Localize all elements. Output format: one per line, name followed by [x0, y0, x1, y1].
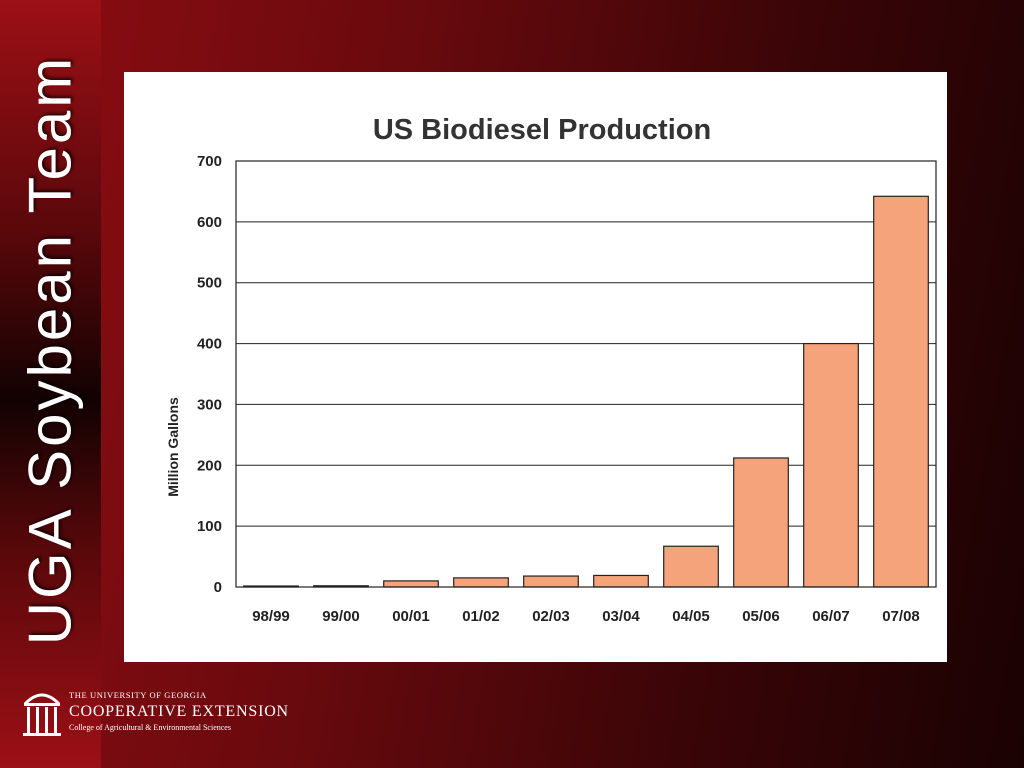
- y-tick-label: 0: [214, 579, 222, 596]
- y-axis-label: Million Gallons: [165, 397, 181, 497]
- arch-icon: [23, 693, 61, 736]
- y-tick-label: 700: [197, 153, 222, 170]
- sidebar-title: UGA Soybean Team: [16, 54, 84, 646]
- x-tick-label: 05/06: [742, 608, 780, 625]
- footer-text: THE UNIVERSITY OF GEORGIA COOPERATIVE EX…: [69, 690, 289, 732]
- grid-layer: [236, 160, 936, 588]
- x-tick-label: 04/05: [672, 608, 710, 625]
- bar-03-04: [593, 574, 649, 588]
- x-tick-label: 06/07: [812, 608, 850, 625]
- bar-00-01: [383, 580, 439, 588]
- x-tick-label: 00/01: [392, 608, 430, 625]
- y-tick-label: 400: [197, 336, 222, 353]
- bar-06-07: [803, 342, 859, 588]
- x-tick-label: 98/99: [252, 608, 290, 625]
- bars: [243, 195, 929, 588]
- y-tick-label: 200: [197, 457, 222, 474]
- x-tick-label: 01/02: [462, 608, 500, 625]
- x-tick-label: 02/03: [532, 608, 570, 625]
- x-tick-label: 07/08: [882, 608, 920, 625]
- x-tick-label: 03/04: [602, 608, 640, 625]
- bar-01-02: [453, 577, 509, 588]
- axis-ticks: 0 100 200 300 400 500 600 700 98/99 99/00 00/01 01/…: [197, 153, 920, 625]
- y-tick-label: 100: [197, 518, 222, 535]
- bar-chart: US Biodiesel Production Million Gallons …: [165, 114, 937, 625]
- chart-title: US Biodiesel Production: [373, 114, 711, 146]
- footer-extension: COOPERATIVE EXTENSION: [69, 703, 289, 720]
- y-tick-label: 600: [197, 214, 222, 231]
- footer-university: THE UNIVERSITY OF GEORGIA: [69, 690, 207, 700]
- sidebar-band: UGA Soybean Team: [0, 0, 101, 768]
- footer-college: College of Agricultural & Environmental …: [69, 723, 231, 732]
- x-tick-label: 99/00: [322, 608, 360, 625]
- y-tick-label: 300: [197, 396, 222, 413]
- chart-panel: US Biodiesel Production Million Gallons …: [124, 72, 947, 662]
- y-tick-label: 500: [197, 275, 222, 292]
- bar-04-05: [663, 545, 719, 588]
- bar-02-03: [523, 575, 579, 588]
- bar-07-08: [873, 195, 929, 588]
- bar-05-06: [733, 457, 789, 588]
- plot-frame: [235, 160, 937, 588]
